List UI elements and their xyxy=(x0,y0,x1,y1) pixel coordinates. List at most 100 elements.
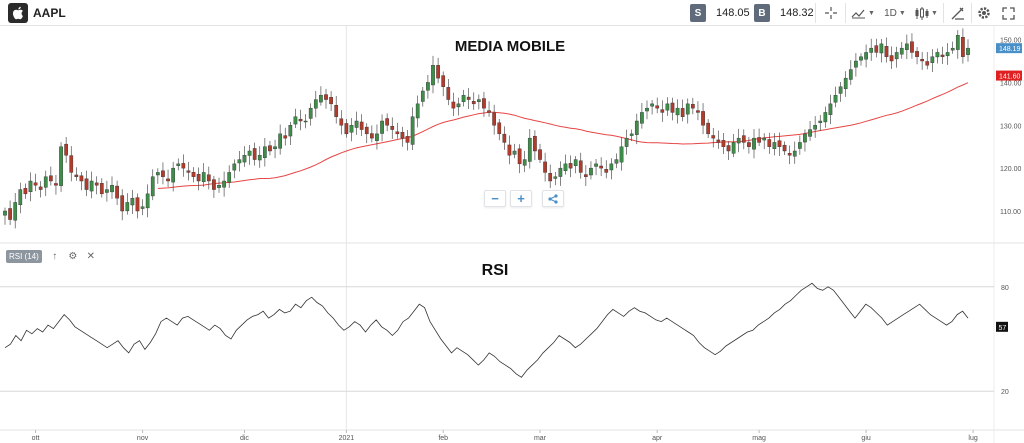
rsi-line xyxy=(5,283,968,377)
candle-body xyxy=(324,95,327,100)
close-icon[interactable]: ✕ xyxy=(86,251,96,262)
candle xyxy=(895,47,898,68)
time-tick-label: mar xyxy=(534,435,547,442)
candle-body xyxy=(105,190,108,193)
candle-body xyxy=(808,130,811,137)
candle-body xyxy=(946,52,949,55)
candle-body xyxy=(778,141,781,147)
candle-body xyxy=(401,132,404,138)
candle-body xyxy=(727,145,730,151)
candle-body xyxy=(905,44,908,50)
candle xyxy=(222,172,225,197)
candle-body xyxy=(706,123,709,134)
candle-body xyxy=(110,185,113,192)
zoom-out-button[interactable]: − xyxy=(484,190,506,207)
candle-body xyxy=(605,169,608,172)
candle xyxy=(340,110,343,134)
last-price-label: 148.19 xyxy=(999,46,1021,53)
rsi-indicator-badge[interactable]: RSI (14) xyxy=(6,250,42,263)
candle-body xyxy=(141,207,144,209)
candle xyxy=(299,110,302,131)
candle-body xyxy=(620,147,623,162)
chart-canvas[interactable]: 150.00 140.00 130.00 120.00 110.00 148.19 141.… xyxy=(0,26,1024,443)
candle xyxy=(599,157,602,176)
arrow-up-icon[interactable]: ↑ xyxy=(50,251,60,262)
candle-body xyxy=(426,82,429,90)
share-icon[interactable] xyxy=(542,190,564,207)
candle-body xyxy=(936,52,939,56)
candle-body xyxy=(513,151,516,154)
candle-body xyxy=(472,101,475,104)
candle-body xyxy=(462,95,465,101)
buy-price[interactable]: 148.32 xyxy=(780,7,814,19)
candle-body xyxy=(207,175,210,181)
candle xyxy=(34,174,37,191)
candle xyxy=(44,171,47,196)
timeframe-select[interactable]: 1D ▼ xyxy=(883,3,907,23)
candle-body xyxy=(574,160,577,166)
candle-body xyxy=(498,123,501,134)
settings-icon[interactable] xyxy=(975,3,993,23)
candle-body xyxy=(95,183,98,185)
candle-body xyxy=(650,104,653,106)
candle-body xyxy=(915,51,918,56)
candle xyxy=(182,154,185,176)
candle-body xyxy=(742,136,745,143)
candle-body xyxy=(380,121,383,134)
candle-body xyxy=(238,160,241,163)
candle-body xyxy=(763,138,766,140)
candle-body xyxy=(798,142,801,148)
apple-logo-icon xyxy=(8,3,28,23)
draw-icon[interactable] xyxy=(948,3,968,23)
candle xyxy=(355,112,358,135)
candle-body xyxy=(900,48,903,54)
candle-body xyxy=(610,164,613,170)
candle-body xyxy=(253,148,256,159)
candle xyxy=(808,121,811,141)
candle-body xyxy=(340,119,343,126)
candle-body xyxy=(19,190,22,205)
candle xyxy=(192,167,195,182)
candle-body xyxy=(773,142,776,148)
chart-style-icon[interactable]: ▼ xyxy=(850,3,876,23)
candle xyxy=(238,151,241,171)
symbol-label: AAPL xyxy=(33,6,66,20)
candle-body xyxy=(452,102,455,108)
candle xyxy=(370,125,373,142)
candle xyxy=(757,129,760,146)
candle-body xyxy=(80,176,83,181)
toolbar-divider xyxy=(971,3,972,23)
candle-body xyxy=(8,208,11,219)
candles-icon[interactable]: ▼ xyxy=(913,3,939,23)
candle xyxy=(75,167,78,181)
candle xyxy=(875,39,878,58)
candle xyxy=(564,154,567,174)
candle xyxy=(768,133,771,154)
sell-button[interactable]: S xyxy=(690,4,706,22)
candle-body xyxy=(146,194,149,208)
chart-area[interactable]: 150.00 140.00 130.00 120.00 110.00 148.19 141.… xyxy=(0,26,1024,443)
candle-body xyxy=(752,138,755,149)
zoom-in-button[interactable]: + xyxy=(510,190,532,207)
candle-body xyxy=(549,173,552,181)
candle xyxy=(717,130,720,148)
candle xyxy=(625,130,628,155)
candle xyxy=(467,88,470,109)
crosshair-icon[interactable] xyxy=(820,3,842,23)
candle xyxy=(885,38,888,63)
candle-body xyxy=(870,48,873,52)
candle xyxy=(538,144,541,163)
time-tick-label: apr xyxy=(652,435,663,442)
candle xyxy=(554,172,557,185)
candle-body xyxy=(3,211,6,215)
candle xyxy=(442,71,445,96)
gear-icon[interactable]: ⚙ xyxy=(68,251,78,262)
fullscreen-icon[interactable] xyxy=(999,3,1017,23)
sell-price[interactable]: 148.05 xyxy=(716,7,750,19)
candle-body xyxy=(584,175,587,177)
candle xyxy=(763,133,766,149)
candle-body xyxy=(100,183,103,194)
candle xyxy=(656,98,659,114)
candle-body xyxy=(126,202,129,210)
buy-button[interactable]: B xyxy=(754,4,770,22)
